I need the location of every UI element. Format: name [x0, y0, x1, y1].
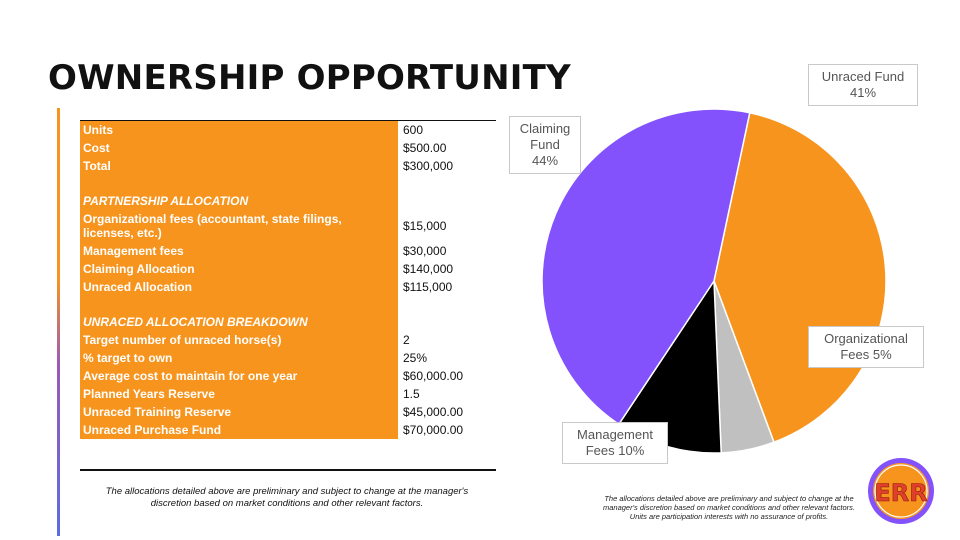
- row-label: Claiming Allocation: [80, 260, 398, 278]
- row-label: Cost: [80, 139, 398, 157]
- table-disclaimer: The allocations detailed above are preli…: [105, 486, 469, 509]
- row-label: Unraced Training Reserve: [80, 403, 398, 421]
- row-value: 1.5: [398, 385, 496, 403]
- pie-label-line: Claiming: [519, 121, 571, 136]
- table-row: [80, 175, 496, 192]
- row-value: 2: [398, 331, 496, 349]
- table-row: Target number of unraced horse(s) 2: [80, 331, 496, 349]
- table-row: Organizational fees (accountant, state f…: [80, 210, 496, 242]
- pie-label-line: Management: [577, 427, 653, 442]
- row-value: 600: [398, 121, 496, 139]
- row-label: [80, 175, 398, 192]
- accent-bar: [57, 108, 60, 536]
- page-title: OWNERSHIP OPPORTUNITY: [48, 58, 571, 98]
- pie-slice-claiming: [541, 108, 751, 426]
- table-row: Average cost to maintain for one year $60…: [80, 367, 496, 385]
- pie-label-line: Organizational: [824, 331, 908, 346]
- row-value: $60,000.00: [398, 367, 496, 385]
- row-value: $45,000.00: [398, 403, 496, 421]
- pie-label-unraced-fund: Unraced Fund 41%: [808, 64, 918, 106]
- row-label: [80, 296, 398, 313]
- row-label: Unraced Allocation: [80, 278, 398, 296]
- table-row: Claiming Allocation $140,000: [80, 260, 496, 278]
- row-label: UNRACED ALLOCATION BREAKDOWN: [80, 313, 398, 331]
- pie-label-line: 41%: [849, 85, 877, 100]
- table-row: [80, 296, 496, 313]
- table-bottom-rule: [80, 469, 496, 471]
- row-label: PARTNERSHIP ALLOCATION: [80, 192, 398, 210]
- table-row: UNRACED ALLOCATION BREAKDOWN: [80, 313, 496, 331]
- row-value: $70,000.00: [398, 421, 496, 439]
- err-logo: ERR: [868, 458, 934, 524]
- pie-label-line: Fees 5%: [840, 347, 892, 362]
- table-row: Management fees $30,000: [80, 242, 496, 260]
- row-label: % target to own: [80, 349, 398, 367]
- row-value: 25%: [398, 349, 496, 367]
- row-label: Planned Years Reserve: [80, 385, 398, 403]
- table-row: Total $300,000: [80, 157, 496, 175]
- pie-label-claiming-fund: Claiming Fund 44%: [509, 116, 581, 174]
- table-row: Unraced Allocation $115,000: [80, 278, 496, 296]
- row-label: Management fees: [80, 242, 398, 260]
- row-label: Average cost to maintain for one year: [80, 367, 398, 385]
- table-row: % target to own 25%: [80, 349, 496, 367]
- row-value: $140,000: [398, 260, 496, 278]
- pie-label-line: Fund: [530, 137, 560, 152]
- pie-label-line: 44%: [531, 153, 559, 168]
- chart-disclaimer: The allocations detailed above are preli…: [603, 494, 855, 521]
- table-row: Unraced Purchase Fund $70,000.00: [80, 421, 496, 439]
- pie-label-organizational-fees: Organizational Fees 5%: [808, 326, 924, 368]
- row-label: Total: [80, 157, 398, 175]
- pie-label-management-fees: Management Fees 10%: [562, 422, 668, 464]
- pie-label-line: Unraced Fund: [821, 69, 905, 84]
- row-label: Organizational fees (accountant, state f…: [80, 210, 398, 242]
- row-value: [398, 296, 496, 313]
- table-row: Unraced Training Reserve $45,000.00: [80, 403, 496, 421]
- table-row: Cost $500.00: [80, 139, 496, 157]
- row-value: $30,000: [398, 242, 496, 260]
- row-label: Target number of unraced horse(s): [80, 331, 398, 349]
- row-value: $115,000: [398, 278, 496, 296]
- row-value: $500.00: [398, 139, 496, 157]
- row-value: [398, 192, 496, 210]
- table-row: Units 600: [80, 121, 496, 139]
- row-value: $300,000: [398, 157, 496, 175]
- logo-text: ERR: [874, 479, 927, 507]
- row-value: $15,000: [398, 210, 496, 242]
- row-value: [398, 175, 496, 192]
- allocation-table: Units 600 Cost $500.00 Total $300,000 PARTNERS…: [80, 121, 496, 439]
- row-label: Units: [80, 121, 398, 139]
- pie-label-line: Fees 10%: [585, 443, 645, 458]
- row-label: Unraced Purchase Fund: [80, 421, 398, 439]
- row-value: [398, 313, 496, 331]
- table-row: PARTNERSHIP ALLOCATION: [80, 192, 496, 210]
- table-row: Planned Years Reserve 1.5: [80, 385, 496, 403]
